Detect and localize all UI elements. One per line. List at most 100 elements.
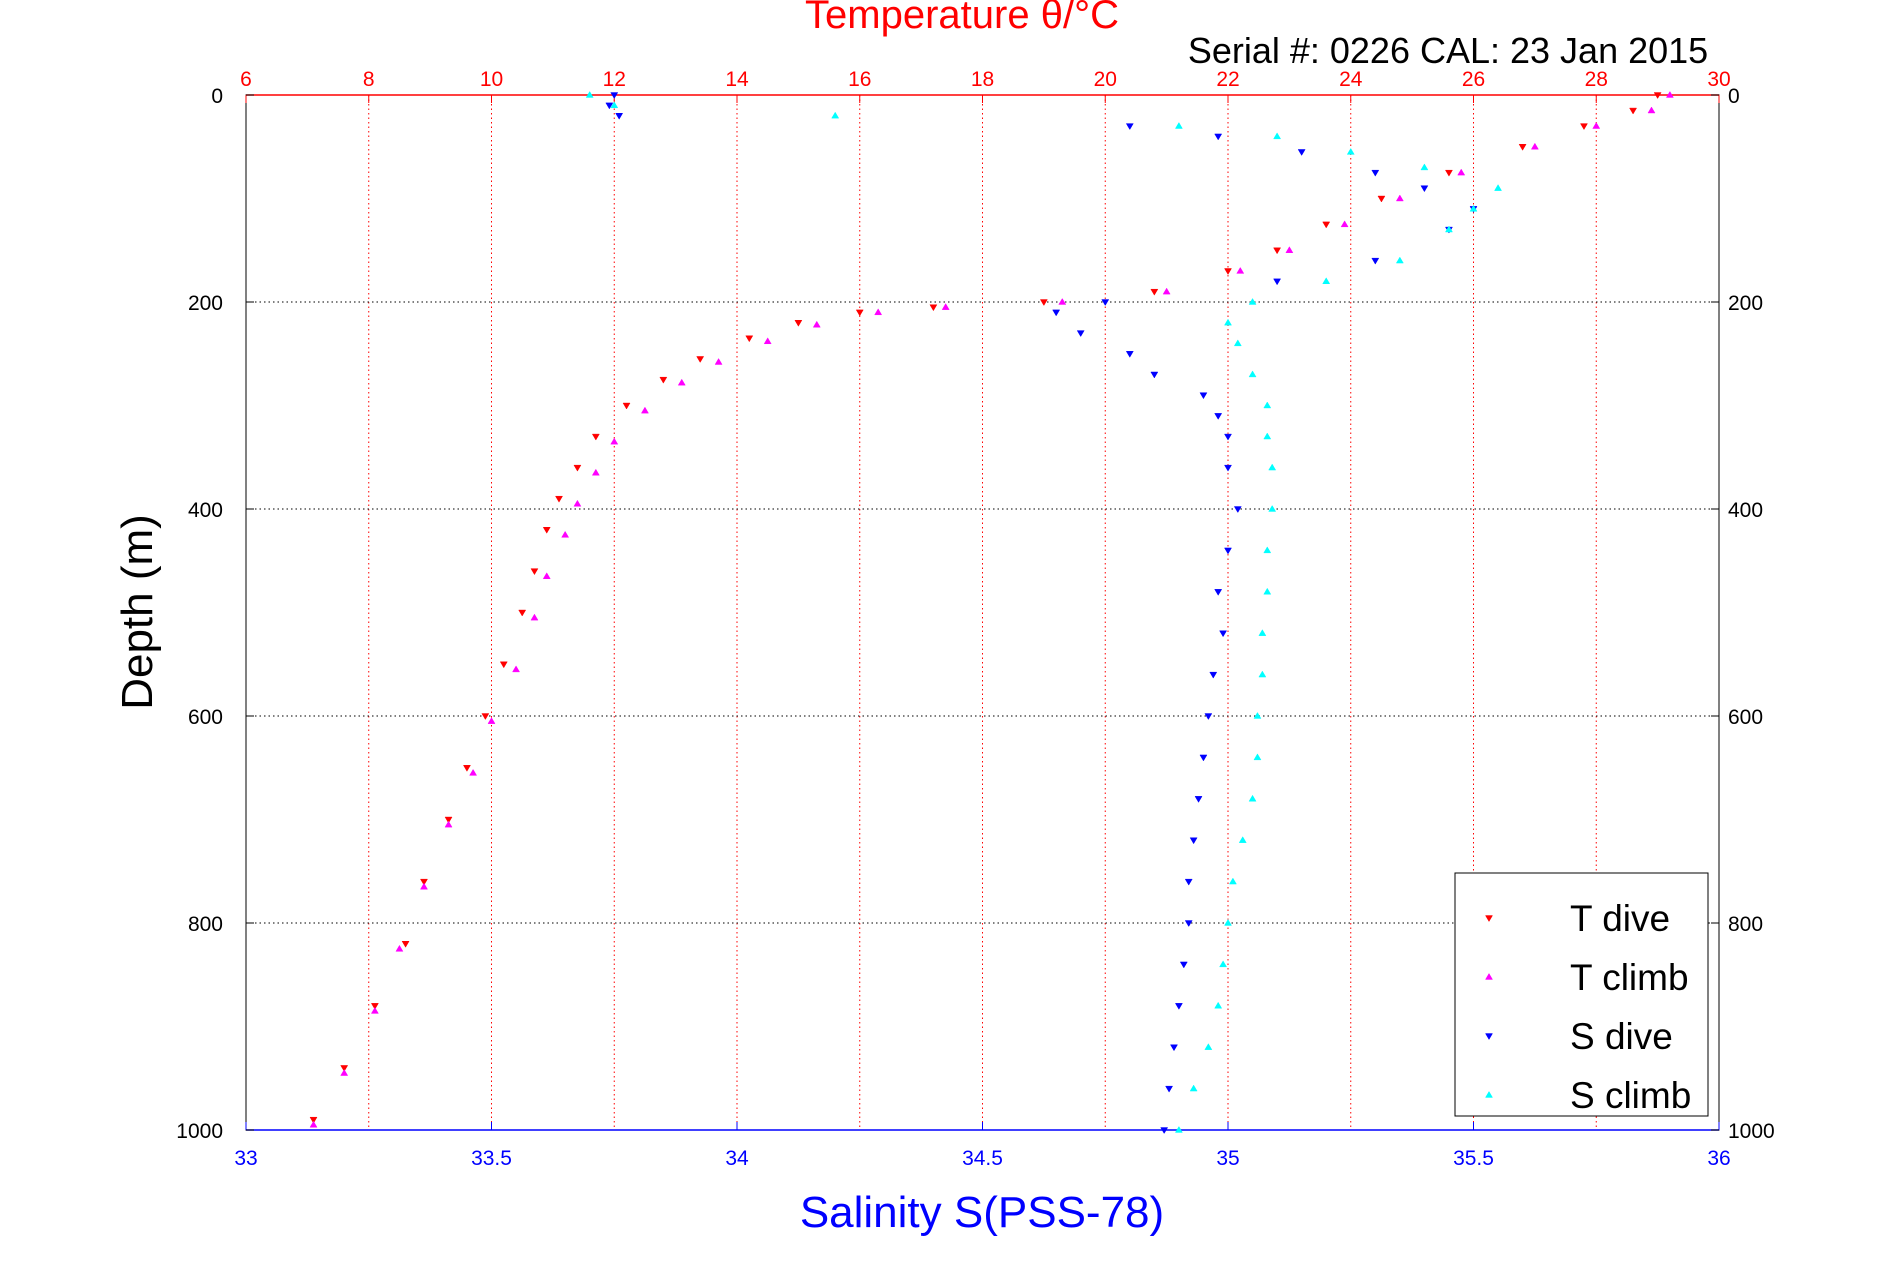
depth-tick-label: 1000 <box>176 1120 223 1143</box>
data-point <box>610 437 619 445</box>
data-point <box>1052 309 1061 317</box>
data-point <box>444 816 453 824</box>
data-point <box>831 111 840 119</box>
data-point <box>370 1003 379 1010</box>
data-point <box>1377 195 1386 203</box>
data-point <box>1184 920 1193 927</box>
depth-tick-label: 600 <box>1728 706 1763 729</box>
data-point <box>1162 287 1171 295</box>
data-point <box>420 882 428 890</box>
data-point <box>573 499 582 507</box>
data-point <box>714 358 723 365</box>
data-point <box>1263 587 1272 595</box>
data-point <box>1248 298 1257 305</box>
data-point <box>1204 1043 1213 1050</box>
data-point <box>745 335 754 343</box>
data-point <box>1233 506 1242 513</box>
temperature-tick-label: 24 <box>1339 68 1363 91</box>
temperature-tick-label: 8 <box>363 68 375 91</box>
data-point <box>420 878 428 886</box>
data-point <box>1160 1127 1169 1134</box>
y-axis-label: Depth (m) <box>113 514 162 710</box>
legend-marker <box>1485 915 1493 922</box>
data-point <box>1224 268 1232 275</box>
temperature-tick-label: 22 <box>1216 68 1239 91</box>
data-point <box>1228 877 1237 885</box>
data-point <box>1629 107 1638 115</box>
data-point <box>615 113 624 120</box>
depth-tick-label: 800 <box>1728 913 1763 936</box>
data-point <box>1371 257 1380 265</box>
temperature-tick-label: 30 <box>1707 68 1730 91</box>
data-point <box>1647 106 1656 114</box>
temperature-tick-label: 16 <box>848 68 871 91</box>
data-point <box>1174 122 1183 129</box>
legend-marker <box>1485 973 1493 980</box>
depth-tick-label: 800 <box>188 913 223 936</box>
data-point <box>1268 463 1277 471</box>
data-point <box>1039 299 1048 306</box>
data-point <box>929 304 938 312</box>
x-axis-label: Salinity S(PSS-78) <box>800 1188 1164 1237</box>
data-point <box>585 91 594 98</box>
series-t-climb <box>309 91 1674 1128</box>
salinity-tick-label: 36 <box>1707 1147 1730 1170</box>
series-s-climb <box>585 91 1502 1133</box>
temperature-tick-label: 14 <box>725 68 749 91</box>
data-point <box>1263 546 1272 554</box>
data-point <box>1174 1126 1183 1133</box>
series-t-dive <box>309 92 1662 1124</box>
data-point <box>1322 277 1331 284</box>
data-point <box>1322 221 1331 229</box>
data-point <box>401 941 410 948</box>
data-point <box>677 378 686 386</box>
chart-title: Temperature θ/°C <box>805 0 1119 37</box>
data-point <box>542 572 551 579</box>
data-point <box>1219 960 1228 968</box>
data-point <box>591 433 600 441</box>
data-point <box>499 661 508 669</box>
data-point <box>1199 392 1208 400</box>
data-point <box>1445 169 1453 177</box>
legend-marker <box>1485 1091 1493 1098</box>
data-point <box>1165 1085 1174 1093</box>
depth-tick-label: 0 <box>1728 85 1740 108</box>
data-point <box>1174 1003 1183 1010</box>
salinity-tick-label: 34 <box>725 1147 749 1170</box>
data-point <box>444 820 453 828</box>
legend-label: S climb <box>1570 1075 1691 1116</box>
data-point <box>530 568 539 576</box>
data-point <box>1214 413 1223 420</box>
data-point <box>1285 246 1294 253</box>
depth-tick-label: 200 <box>1728 292 1763 315</box>
temperature-tick-label: 10 <box>480 68 503 91</box>
data-point <box>1653 92 1662 99</box>
data-point <box>1665 91 1674 98</box>
depth-tick-label: 1000 <box>1728 1120 1775 1143</box>
temperature-tick-label: 20 <box>1094 68 1117 91</box>
data-point <box>1224 919 1232 926</box>
data-point <box>1224 318 1232 326</box>
data-point <box>487 717 496 724</box>
data-point <box>1150 288 1159 296</box>
data-point <box>1214 589 1223 596</box>
data-point <box>1494 184 1502 191</box>
data-point <box>1263 432 1272 440</box>
legend-box <box>1454 872 1709 1117</box>
data-point <box>1371 169 1380 177</box>
data-point <box>1150 371 1159 379</box>
data-point <box>1592 122 1601 129</box>
data-point <box>1273 278 1282 286</box>
depth-tick-label: 600 <box>188 706 223 729</box>
temperature-tick-label: 12 <box>603 68 626 91</box>
data-point <box>518 609 527 617</box>
data-point <box>1125 351 1134 358</box>
data-point <box>1219 630 1228 638</box>
data-point <box>1189 1084 1198 1092</box>
data-point <box>794 320 803 327</box>
legend-label: T climb <box>1570 957 1689 998</box>
data-point <box>1224 547 1232 555</box>
data-point <box>512 665 520 673</box>
data-point <box>1457 168 1466 176</box>
data-point <box>1263 401 1272 409</box>
